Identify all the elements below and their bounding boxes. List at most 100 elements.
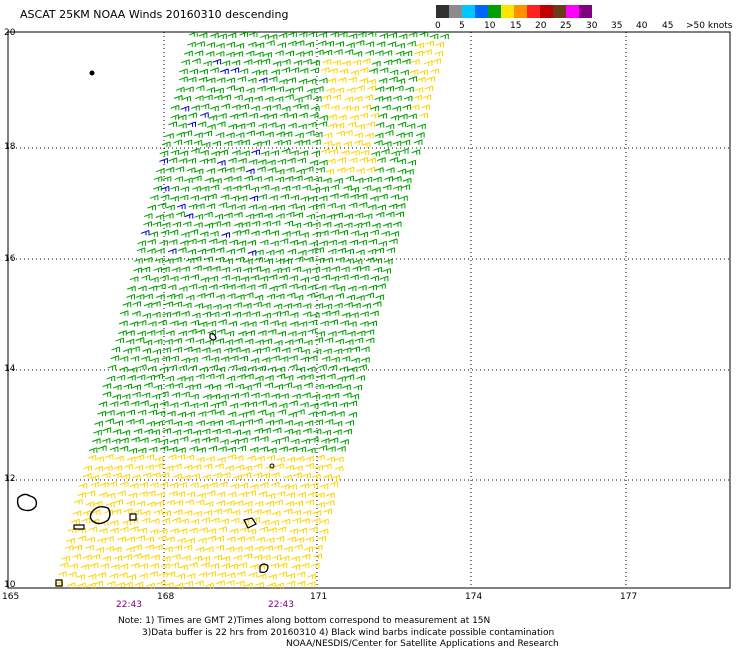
wind-barb bbox=[195, 203, 205, 209]
wind-barb bbox=[112, 546, 122, 553]
wind-barb bbox=[258, 69, 268, 76]
wind-barb bbox=[128, 447, 138, 454]
wind-barb bbox=[82, 473, 92, 479]
wind-barb bbox=[215, 544, 225, 551]
wind-barb bbox=[214, 419, 224, 426]
wind-barb bbox=[221, 311, 230, 317]
wind-barb bbox=[302, 509, 312, 516]
wind-barb bbox=[266, 454, 276, 461]
wind-barb bbox=[396, 203, 406, 209]
wind-barb bbox=[157, 283, 166, 290]
wind-barb bbox=[259, 239, 269, 246]
wind-barb bbox=[295, 537, 305, 543]
wind-barb bbox=[221, 232, 231, 238]
wind-barb bbox=[236, 123, 246, 129]
wind-barbs bbox=[54, 31, 449, 589]
wind-barb bbox=[257, 159, 267, 165]
wind-barb bbox=[146, 490, 156, 496]
wind-barb bbox=[213, 554, 223, 561]
wind-barb bbox=[259, 113, 269, 120]
wind-barb bbox=[167, 248, 177, 254]
wind-barb bbox=[145, 464, 154, 470]
wind-barb bbox=[111, 346, 121, 353]
wind-barb bbox=[166, 293, 176, 299]
wind-barb bbox=[137, 240, 146, 246]
wind-barb bbox=[154, 257, 164, 264]
wind-barb bbox=[221, 60, 231, 66]
note-line: 3)Data buffer is 22 hrs from 20160310 4)… bbox=[142, 628, 555, 638]
wind-barb bbox=[223, 176, 233, 182]
wind-barb bbox=[132, 384, 142, 390]
wind-barb bbox=[95, 546, 104, 553]
wind-barb bbox=[225, 51, 235, 58]
wind-barb bbox=[188, 562, 198, 568]
wind-barb bbox=[297, 446, 307, 452]
wind-barb bbox=[218, 33, 227, 39]
wind-barb bbox=[215, 51, 225, 57]
wind-barb bbox=[204, 501, 214, 507]
wind-barb bbox=[166, 410, 176, 417]
wind-barb bbox=[194, 302, 203, 309]
wind-barb bbox=[272, 103, 281, 110]
wind-barb bbox=[109, 446, 119, 452]
wind-barb bbox=[360, 149, 370, 156]
wind-barb bbox=[193, 139, 203, 146]
wind-barb bbox=[345, 166, 355, 173]
wind-barb bbox=[208, 114, 218, 121]
wind-barb bbox=[259, 319, 269, 326]
wind-barb bbox=[182, 302, 192, 308]
wind-barb bbox=[264, 96, 274, 102]
wind-barb bbox=[302, 184, 311, 191]
wind-barb bbox=[247, 321, 257, 327]
wind-barb bbox=[432, 58, 442, 64]
wind-barb bbox=[411, 149, 421, 155]
wind-barb bbox=[289, 321, 299, 327]
wind-barb bbox=[361, 141, 371, 148]
wind-barb bbox=[350, 186, 360, 193]
wind-barb bbox=[192, 256, 202, 262]
wind-barb bbox=[399, 195, 408, 201]
wind-barb bbox=[288, 31, 297, 38]
wind-barb bbox=[150, 437, 160, 444]
wind-barb bbox=[328, 68, 338, 74]
wind-barb bbox=[335, 411, 345, 417]
wind-barb bbox=[265, 131, 274, 138]
wind-barb bbox=[279, 446, 288, 452]
wind-barb bbox=[310, 562, 320, 569]
wind-barb bbox=[389, 157, 399, 163]
wind-barb bbox=[246, 130, 255, 136]
wind-barb bbox=[276, 204, 285, 211]
wind-barb bbox=[106, 581, 116, 587]
wind-barb bbox=[119, 526, 129, 533]
wind-barb bbox=[317, 410, 326, 416]
wind-barb bbox=[147, 321, 157, 327]
wind-barb bbox=[132, 391, 141, 398]
wind-barb bbox=[112, 428, 122, 435]
wind-barb bbox=[312, 428, 322, 435]
wind-barb bbox=[216, 77, 226, 83]
wind-barb bbox=[219, 438, 229, 445]
wind-barb bbox=[392, 176, 402, 182]
wind-barb bbox=[154, 463, 164, 469]
wind-barb bbox=[136, 535, 145, 541]
wind-barb bbox=[221, 221, 231, 227]
wind-barb bbox=[140, 229, 150, 236]
wind-barb bbox=[199, 158, 209, 164]
wind-barb bbox=[379, 193, 388, 200]
island-outline bbox=[129, 513, 137, 521]
wind-barb bbox=[275, 258, 285, 264]
wind-barb bbox=[296, 571, 306, 577]
wind-barb bbox=[382, 184, 392, 190]
wind-barb bbox=[162, 176, 172, 182]
wind-barb bbox=[333, 429, 342, 435]
wind-barb bbox=[168, 239, 178, 245]
wind-barb bbox=[348, 157, 358, 163]
wind-barb bbox=[125, 546, 135, 553]
wind-barb bbox=[69, 563, 78, 569]
wind-barb bbox=[233, 546, 243, 552]
wind-barb bbox=[109, 519, 119, 526]
wind-barb bbox=[235, 166, 245, 172]
wind-barb bbox=[304, 546, 314, 552]
wind-barb bbox=[238, 491, 248, 498]
wind-barb bbox=[375, 122, 385, 128]
